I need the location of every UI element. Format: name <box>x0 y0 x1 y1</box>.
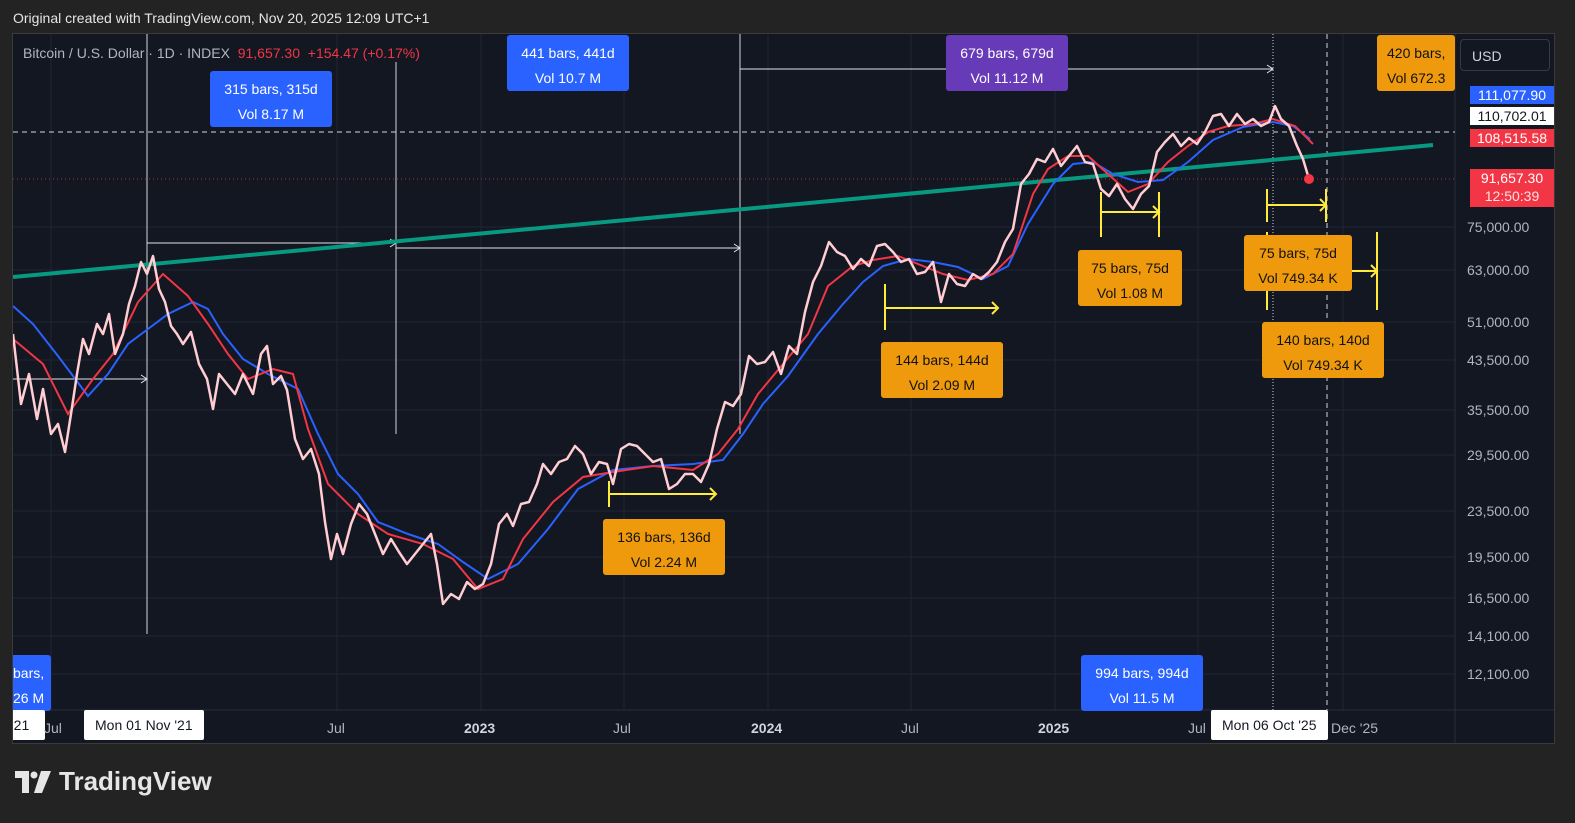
range-label-vol: Vol 11.5 M <box>1109 690 1175 706</box>
range-label-bars: bars, <box>13 665 45 681</box>
chart-attribution: Original created with TradingView.com, N… <box>13 10 430 26</box>
range-label-bars: 144 bars, 144d <box>895 352 989 368</box>
range-label-vol: 26 M <box>13 690 45 706</box>
ma-slow-line <box>13 120 1311 581</box>
time-axis-label: Jul <box>327 720 345 736</box>
time-axis-partial-box: '21 <box>13 710 45 740</box>
range-label-bars: 994 bars, 994d <box>1095 665 1189 681</box>
range-label-420[interactable]: 420 bars, Vol 672.3 <box>1377 35 1455 91</box>
symbol-title: Bitcoin / U.S. Dollar · 1D · INDEX <box>23 45 230 61</box>
symbol-legend[interactable]: Bitcoin / U.S. Dollar · 1D · INDEX 91,65… <box>23 45 420 61</box>
range-label-bars: 140 bars, 140d <box>1276 332 1370 348</box>
range-label-315[interactable]: 315 bars, 315d Vol 8.17 M <box>210 71 332 127</box>
crosshair-date-left: Mon 01 Nov '21 <box>84 710 204 740</box>
grid <box>13 34 1455 710</box>
range-label-partial-left[interactable]: bars, 26 M <box>13 655 51 711</box>
crosshair-date-right: Mon 06 Oct '25 <box>1211 710 1328 740</box>
range-label-vol: Vol 672.3 <box>1387 70 1446 86</box>
range-label-bars: 679 bars, 679d <box>960 45 1054 61</box>
price-axis-label: 35,500.00 <box>1467 402 1530 418</box>
range-label-bars: 441 bars, 441d <box>521 45 615 61</box>
currency-button[interactable]: USD <box>1460 39 1550 71</box>
range-label-bars: 315 bars, 315d <box>224 81 318 97</box>
legend-price: 91,657.30 <box>237 45 301 61</box>
price-tag-crosshair: 110,702.01 <box>1470 107 1554 125</box>
chart-pane[interactable]: Bitcoin / U.S. Dollar · 1D · INDEX 91,65… <box>12 33 1555 744</box>
range-label-136[interactable]: 136 bars, 136d Vol 2.24 M <box>603 519 725 575</box>
range-label-441[interactable]: 441 bars, 441d Vol 10.7 M <box>507 35 629 91</box>
price-axis-label: 29,500.00 <box>1467 447 1530 463</box>
range-label-vol: Vol 2.09 M <box>908 377 976 393</box>
last-price-dot <box>1304 174 1314 184</box>
time-axis-label: Jul <box>613 720 631 736</box>
range-label-bars: 75 bars, 75d <box>1091 260 1169 276</box>
range-label-bars: 75 bars, 75d <box>1259 245 1337 261</box>
range-label-75a[interactable]: 75 bars, 75d Vol 1.08 M <box>1078 250 1182 306</box>
price-plot[interactable] <box>13 34 1555 744</box>
price-axis-label: 12,100.00 <box>1467 666 1530 682</box>
range-label-vol: Vol 8.17 M <box>237 106 305 122</box>
price-axis-label: 75,000.00 <box>1467 219 1530 235</box>
range-label-vol: Vol 1.08 M <box>1096 285 1164 301</box>
range-label-vol: Vol 11.12 M <box>970 70 1044 86</box>
range-label-vol: Vol 749.34 K <box>1258 270 1338 286</box>
range-label-994[interactable]: 994 bars, 994d Vol 11.5 M <box>1081 655 1203 711</box>
tradingview-logo-icon <box>15 770 51 793</box>
time-axis-label: Jul <box>1188 720 1206 736</box>
price-axis-label: 19,500.00 <box>1467 549 1530 565</box>
range-label-679[interactable]: 679 bars, 679d Vol 11.12 M <box>946 35 1068 91</box>
price-axis-label: 16,500.00 <box>1467 590 1530 606</box>
price-axis-label: 63,000.00 <box>1467 262 1530 278</box>
time-axis-label: 2024 <box>751 720 783 736</box>
range-label-vol: Vol 749.34 K <box>1283 357 1363 373</box>
range-label-bars: 420 bars, <box>1387 45 1446 61</box>
trend-line <box>13 143 1434 279</box>
brand-name: TradingView <box>59 766 212 796</box>
bar-countdown: 12:50:39 <box>1484 188 1540 204</box>
price-axis-label: 51,000.00 <box>1467 314 1530 330</box>
range-label-75b[interactable]: 75 bars, 75d Vol 749.34 K <box>1244 235 1352 291</box>
range-label-vol: Vol 10.7 M <box>534 70 602 86</box>
last-price-tag: 91,657.30 12:50:39 <box>1470 169 1554 207</box>
price-tag-red-ma: 108,515.58 <box>1470 129 1554 147</box>
price-axis-label: 14,100.00 <box>1467 628 1530 644</box>
ma-fast-line <box>13 117 1314 591</box>
range-label-bars: 136 bars, 136d <box>617 529 711 545</box>
price-axis-label: 23,500.00 <box>1467 503 1530 519</box>
range-label-144[interactable]: 144 bars, 144d Vol 2.09 M <box>881 342 1003 398</box>
range-label-vol: Vol 2.24 M <box>630 554 698 570</box>
last-price-value: 91,657.30 <box>1480 170 1544 186</box>
time-axis-label: Dec '25 <box>1331 720 1379 736</box>
price-axis-label: 43,500.00 <box>1467 352 1530 368</box>
time-axis-label: Jul <box>901 720 919 736</box>
legend-change: +154.47 (+0.17%) <box>307 45 420 61</box>
price-line <box>13 104 1311 606</box>
range-label-140[interactable]: 140 bars, 140d Vol 749.34 K <box>1262 322 1384 378</box>
tradingview-logo[interactable]: TradingView <box>15 766 212 797</box>
price-tag-blue-ma: 111,077.90 <box>1470 86 1554 104</box>
time-axis-label: Jul <box>44 720 62 736</box>
time-axis-label: 2023 <box>464 720 496 736</box>
white-range-arrows <box>13 64 1274 384</box>
time-axis-label: 2025 <box>1038 720 1070 736</box>
